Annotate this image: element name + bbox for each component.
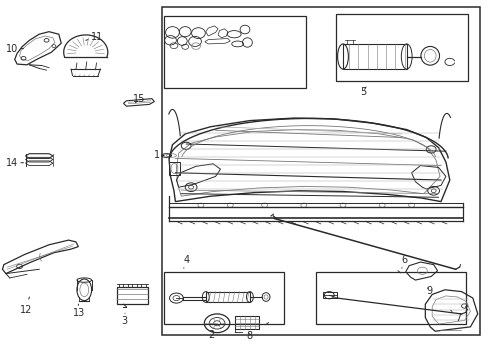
Bar bbox=[169, 162, 180, 175]
Bar bbox=[164, 16, 306, 88]
Bar bbox=[316, 272, 466, 324]
Text: 15: 15 bbox=[133, 94, 146, 104]
Text: 6: 6 bbox=[402, 255, 408, 268]
Bar bbox=[343, 44, 407, 69]
Text: 2: 2 bbox=[208, 330, 215, 340]
Text: 14: 14 bbox=[6, 158, 24, 168]
Text: 9: 9 bbox=[426, 286, 433, 296]
Text: 12: 12 bbox=[20, 297, 32, 315]
Bar bbox=[336, 14, 468, 81]
Text: 1: 1 bbox=[154, 150, 164, 160]
Text: 3: 3 bbox=[122, 313, 127, 326]
Bar bbox=[323, 292, 337, 298]
Text: 10: 10 bbox=[6, 44, 24, 54]
Text: 5: 5 bbox=[360, 87, 367, 97]
Bar bbox=[117, 287, 148, 304]
Bar bbox=[206, 292, 250, 302]
Text: 11: 11 bbox=[86, 32, 103, 42]
Bar bbox=[162, 7, 480, 335]
Text: 4: 4 bbox=[184, 255, 190, 268]
Bar bbox=[235, 316, 259, 329]
Text: 13: 13 bbox=[73, 304, 85, 318]
Bar bbox=[164, 272, 284, 324]
Text: 7: 7 bbox=[451, 310, 461, 323]
Text: 8: 8 bbox=[246, 331, 253, 341]
